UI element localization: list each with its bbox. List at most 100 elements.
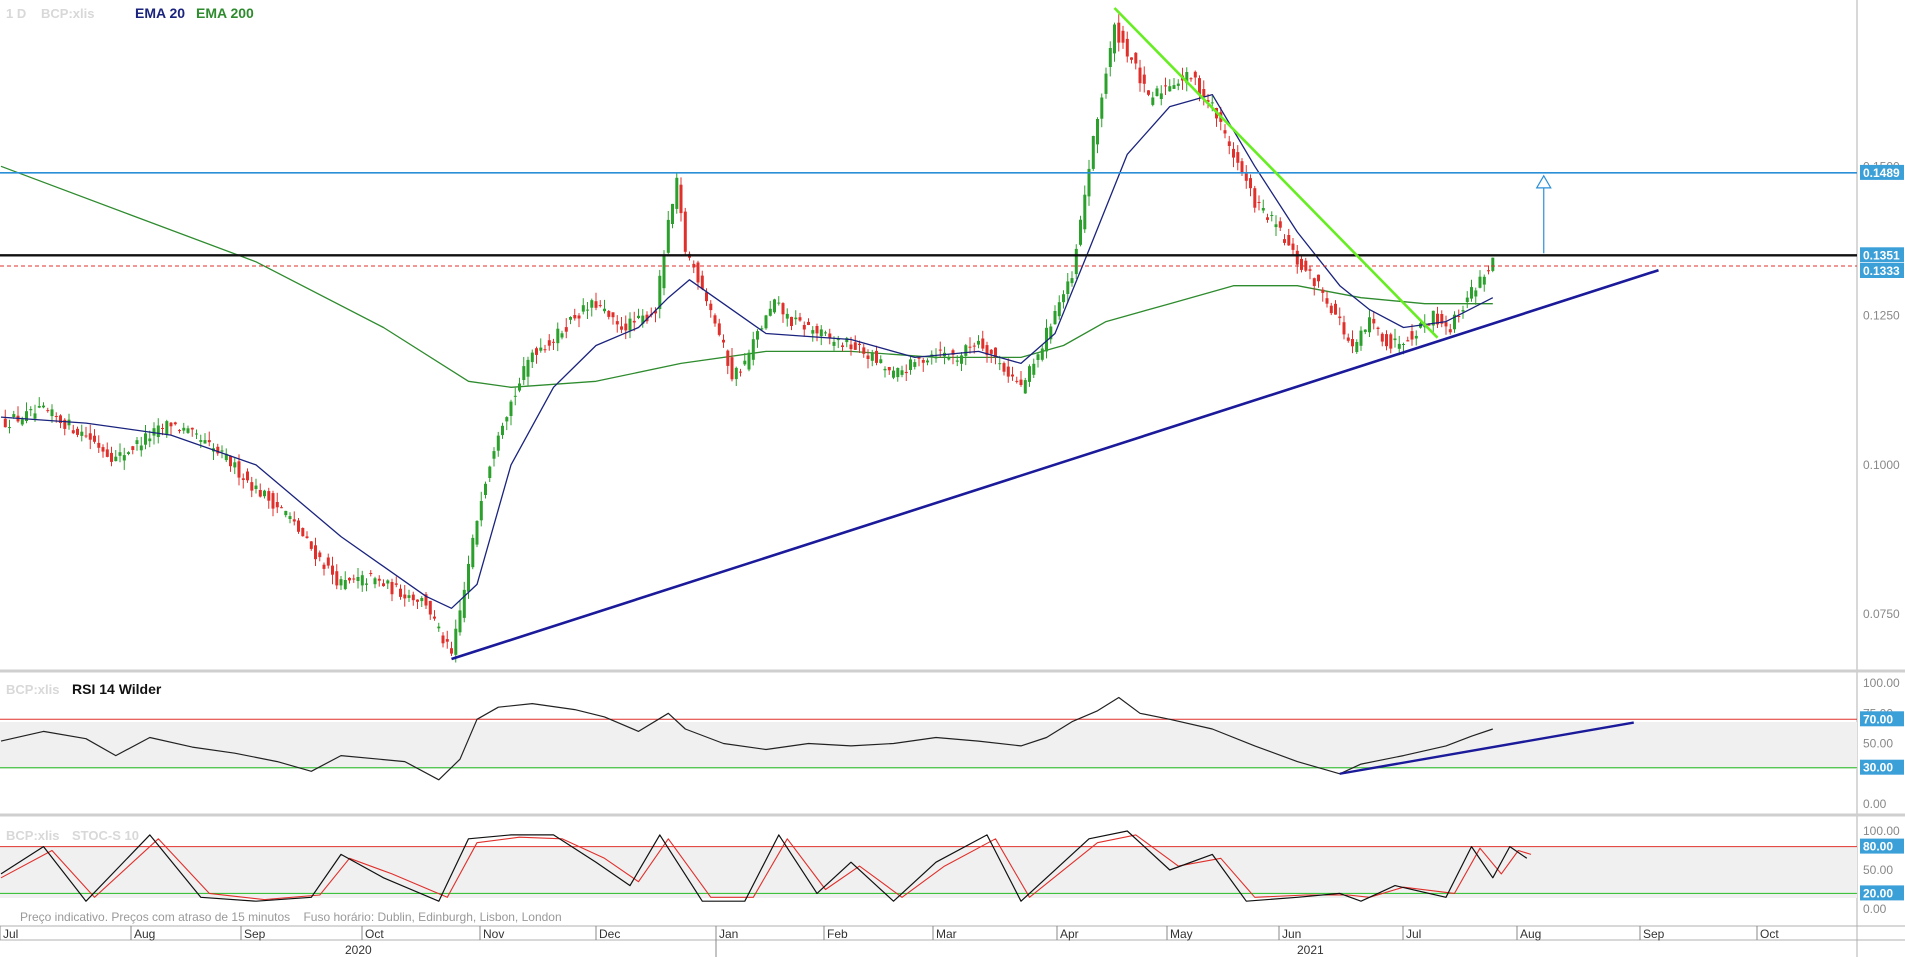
candles-layer (3, 14, 1495, 663)
candle-body (93, 435, 96, 442)
candle-body (229, 455, 232, 467)
candle-body (25, 411, 28, 421)
candle-body (101, 447, 105, 452)
candle-body (764, 315, 768, 329)
candle-body (1291, 243, 1295, 250)
target-arrow-head (1535, 174, 1552, 189)
rsi-tick-label: 0.00 (1863, 797, 1887, 811)
candle-body (662, 255, 666, 289)
candle-body (1236, 152, 1240, 163)
candle-body (1325, 298, 1329, 304)
candle-body (730, 357, 734, 380)
candle-body (314, 545, 317, 560)
footer-note: Preço indicativo. Preços com atraso de 1… (20, 910, 562, 924)
candle-body (845, 338, 849, 343)
ema20-legend: EMA 20 (135, 5, 185, 21)
candle-body (586, 309, 589, 311)
candle-body (1380, 333, 1384, 342)
month-label: Jul (1406, 927, 1421, 941)
candle-body (462, 589, 466, 618)
candle-body (1232, 148, 1235, 158)
year-label: 2020 (345, 943, 372, 957)
rsi-line (0, 696, 1493, 781)
candle-body (118, 452, 122, 456)
candle-body (263, 490, 266, 497)
candle-body (683, 211, 687, 252)
candle-body (352, 578, 356, 580)
rsi-tick-label: 50.00 (1863, 737, 1893, 751)
candle-body (666, 219, 670, 253)
price-tick-label: 0.1000 (1863, 458, 1900, 472)
candle-body (399, 588, 402, 597)
candle-body (547, 340, 551, 346)
candle-body (535, 348, 538, 355)
candle-body (739, 371, 742, 373)
candle-body (267, 491, 271, 501)
rsi-layer (0, 696, 1857, 781)
candle-body (88, 433, 92, 440)
candle-body (484, 483, 487, 495)
candle-body (496, 435, 500, 451)
candle-body (1295, 250, 1299, 265)
candle-body (1074, 248, 1078, 275)
price-tag-box (1860, 263, 1904, 278)
candle-body (539, 347, 543, 351)
candle-body (713, 315, 717, 324)
candle-body (870, 352, 874, 361)
candle-body (509, 401, 513, 416)
candle-body (1104, 73, 1108, 94)
candle-body (1108, 48, 1112, 67)
candle-body (560, 333, 564, 338)
candle-body (241, 478, 245, 480)
candle-body (326, 557, 330, 566)
candle-body (258, 490, 262, 497)
candle-body (1193, 71, 1197, 78)
candle-body (1062, 294, 1065, 303)
candle-body (12, 414, 16, 417)
candle-body (165, 421, 169, 435)
candle-body (654, 310, 657, 314)
candle-body (1168, 86, 1172, 92)
candle-body (632, 320, 636, 323)
candle-body (195, 433, 198, 435)
candle-body (768, 308, 772, 316)
candle-body (828, 333, 832, 339)
candle-body (696, 262, 700, 283)
candle-body (1011, 374, 1014, 377)
candle-body (709, 303, 713, 311)
candle-body (1257, 202, 1261, 203)
candle-body (1321, 289, 1325, 293)
candle-body (1189, 78, 1193, 80)
stoch-tick-label: 0.00 (1863, 902, 1887, 916)
candle-body (135, 440, 139, 444)
candle-body (161, 428, 164, 429)
candle-body (811, 330, 815, 334)
price-tag-box (1860, 247, 1904, 263)
candle-body (1266, 217, 1269, 220)
stoch-k-line (0, 830, 1528, 902)
candle-body (913, 362, 917, 367)
candle-body (615, 321, 619, 325)
year-label: 2021 (1297, 943, 1324, 957)
candle-body (760, 328, 764, 330)
candle-body (620, 326, 623, 330)
candle-body (169, 422, 173, 427)
candle-body (1096, 119, 1099, 145)
candle-body (1125, 38, 1129, 57)
candle-body (926, 360, 929, 363)
candle-body (1142, 74, 1146, 84)
candle-body (1006, 366, 1010, 377)
candle-body (824, 332, 827, 334)
candle-body (224, 453, 228, 461)
candle-body (513, 395, 517, 397)
candle-body (1091, 136, 1095, 169)
candle-body (1261, 208, 1265, 211)
candle-body (849, 344, 853, 350)
candle-body (3, 418, 7, 428)
candle-body (63, 419, 67, 429)
candle-body (607, 311, 611, 317)
candle-body (1487, 270, 1490, 272)
price-tag-box (1860, 164, 1904, 180)
candle-body (1040, 348, 1044, 360)
candle-body (1113, 24, 1116, 54)
